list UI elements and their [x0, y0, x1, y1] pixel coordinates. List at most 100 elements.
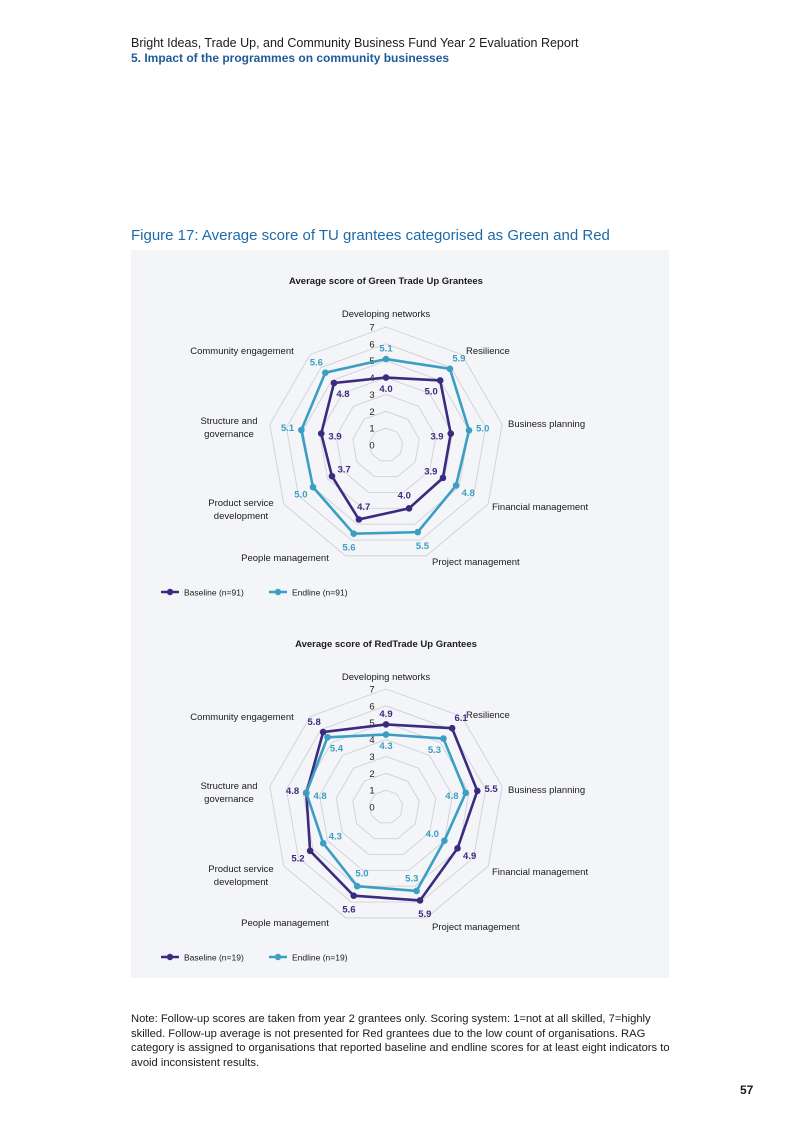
data-point: [465, 427, 473, 434]
scale-tick-label: 3: [369, 390, 374, 401]
legend-label: Baseline (n=91): [184, 587, 244, 597]
chart-panel: Average score of Green Trade Up Grantees…: [131, 250, 669, 978]
data-point: [330, 379, 338, 387]
data-label: 5.0: [425, 387, 438, 398]
radar-chart-red: Average score of RedTrade Up Grantees 0 1 2…: [161, 639, 588, 962]
axis-label: Financial management: [492, 867, 588, 878]
figure-title: Figure 17: Average score of TU grantees …: [131, 227, 610, 244]
data-point: [439, 474, 447, 482]
scale-tick-label: 2: [369, 407, 374, 418]
scale-tick-label: 7: [369, 323, 374, 334]
legend-swatch-dot: [166, 588, 174, 596]
axis-label: Structure and governance: [200, 781, 257, 805]
grid-ring: [335, 755, 437, 855]
data-point: [382, 374, 390, 381]
grid-ring: [368, 789, 404, 824]
data-label: 4.9: [463, 851, 476, 862]
data-point: [303, 789, 310, 797]
grid-ring: [319, 739, 453, 871]
data-point: [382, 731, 390, 738]
data-label: 4.8: [445, 791, 458, 802]
scale-tick-label: 0: [369, 803, 374, 814]
series-line: [300, 357, 471, 536]
page-header-section: 5. Impact of the programmes on community…: [131, 51, 450, 65]
scale-tick-label: 0: [369, 441, 374, 452]
scale-tick-label: 5: [369, 718, 374, 729]
scale-tick-label: 1: [369, 424, 374, 435]
legend-label: Endline (n=91): [292, 587, 348, 597]
data-label: 4.8: [286, 786, 299, 797]
scale-tick-label: 3: [369, 752, 374, 763]
data-label: 5.5: [416, 541, 430, 552]
data-point: [382, 355, 390, 363]
data-label: 5.1: [281, 423, 295, 434]
data-label: 5.5: [484, 784, 498, 795]
data-point: [441, 837, 448, 845]
data-point: [446, 365, 454, 373]
data-point: [328, 472, 336, 480]
data-label: 4.0: [379, 384, 392, 395]
grid-ring: [319, 377, 453, 509]
data-label: 4.8: [462, 488, 475, 499]
data-point: [454, 845, 461, 852]
data-point: [355, 516, 363, 523]
data-label: 3.9: [430, 432, 443, 443]
grid-ring: [302, 360, 470, 525]
data-label: 4.3: [329, 832, 342, 843]
data-label: 5.6: [310, 357, 323, 368]
data-point: [382, 721, 390, 728]
scale-tick-label: 1: [369, 786, 374, 797]
page-number: 57: [740, 1083, 754, 1097]
data-point: [322, 369, 329, 376]
data-label: 4.8: [336, 389, 349, 400]
chart-title: Average score of Green Trade Up Grantees: [289, 276, 483, 287]
scale-tick-label: 7: [369, 685, 374, 696]
data-label: 5.0: [476, 423, 489, 434]
data-point: [416, 897, 424, 904]
data-point: [298, 426, 305, 434]
data-point: [350, 530, 358, 538]
data-label: 5.8: [308, 717, 321, 728]
data-label: 5.4: [330, 743, 344, 754]
data-label: 5.6: [342, 542, 355, 553]
radar-chart-green: Average score of Green Trade Up Grantees…: [161, 276, 588, 597]
axis-label: Community engagement: [190, 346, 294, 357]
scale-tick-label: 6: [369, 339, 374, 350]
scale-tick-label: 6: [369, 701, 374, 712]
chart-title: Average score of RedTrade Up Grantees: [295, 639, 477, 650]
data-label: 4.0: [398, 491, 411, 502]
axis-label: Product service development: [208, 498, 273, 522]
data-label: 4.8: [313, 791, 326, 802]
axis-label: Financial management: [492, 502, 588, 513]
grid-ring: [269, 688, 503, 919]
data-point: [317, 430, 325, 437]
figure-note: Note: Follow-up scores are taken from ye…: [131, 1013, 670, 1069]
legend-swatch-dot: [274, 953, 282, 961]
data-label: 4.3: [379, 741, 392, 752]
axis-label: Resilience: [466, 346, 510, 357]
data-point: [319, 839, 327, 847]
axis-label: Product service development: [208, 864, 273, 888]
data-label: 4.0: [426, 829, 439, 840]
data-point: [324, 733, 331, 741]
axis-label: Business planning: [508, 419, 585, 430]
legend-label: Endline (n=19): [292, 952, 348, 962]
data-point: [350, 892, 358, 900]
data-point: [462, 789, 469, 797]
data-point: [306, 847, 314, 855]
data-point: [436, 377, 444, 384]
axis-label: Business planning: [508, 785, 585, 796]
series-line: [319, 376, 453, 521]
grid-ring: [285, 343, 487, 541]
data-label: 3.9: [328, 432, 341, 443]
axis-label: People management: [241, 553, 329, 564]
data-point: [414, 528, 422, 536]
grid-ring: [285, 705, 487, 903]
axis-label: Resilience: [466, 710, 510, 721]
axis-label: Structure and governance: [200, 416, 257, 440]
legend-swatch-dot: [166, 953, 174, 961]
data-point: [474, 787, 481, 795]
data-label: 5.1: [379, 344, 393, 355]
data-label: 5.9: [452, 354, 465, 365]
data-label: 5.9: [418, 909, 431, 920]
